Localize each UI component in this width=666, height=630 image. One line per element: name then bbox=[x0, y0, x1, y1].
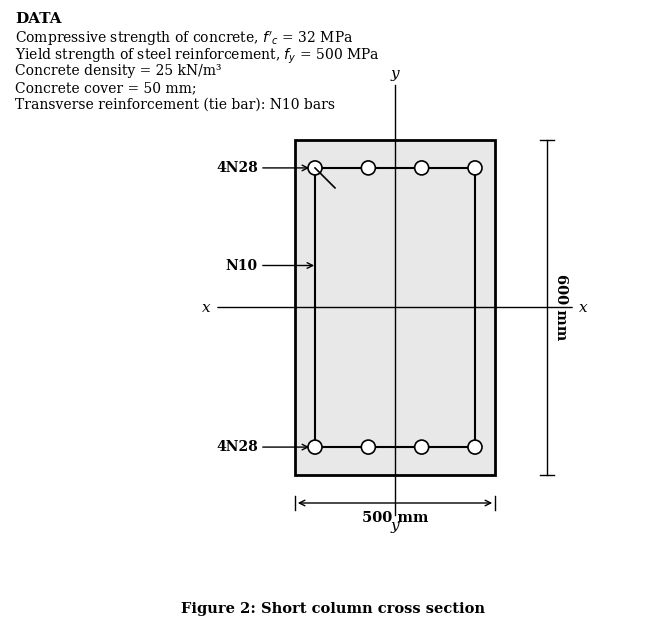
Text: 500 mm: 500 mm bbox=[362, 511, 428, 525]
Text: Figure 2: Short column cross section: Figure 2: Short column cross section bbox=[181, 602, 485, 616]
Text: Compressive strength of concrete, $f'_c$ = 32 MPa: Compressive strength of concrete, $f'_c$… bbox=[15, 30, 354, 49]
Bar bbox=[295, 140, 495, 475]
Text: DATA: DATA bbox=[15, 12, 61, 26]
Text: y: y bbox=[391, 519, 400, 533]
Circle shape bbox=[468, 440, 482, 454]
Circle shape bbox=[362, 161, 376, 175]
Text: 600 mm: 600 mm bbox=[554, 275, 568, 341]
Circle shape bbox=[362, 440, 376, 454]
Circle shape bbox=[415, 161, 429, 175]
Circle shape bbox=[468, 161, 482, 175]
Bar bbox=[315, 168, 475, 447]
Text: y: y bbox=[391, 67, 400, 81]
Text: 4N28: 4N28 bbox=[216, 161, 258, 175]
Text: x: x bbox=[202, 301, 211, 314]
Text: Transverse reinforcement (tie bar): N10 bars: Transverse reinforcement (tie bar): N10 … bbox=[15, 98, 335, 112]
Text: Yield strength of steel reinforcement, $f_y$ = 500 MPa: Yield strength of steel reinforcement, $… bbox=[15, 47, 380, 66]
Text: Concrete density = 25 kN/m³: Concrete density = 25 kN/m³ bbox=[15, 64, 222, 78]
Text: x: x bbox=[579, 301, 587, 314]
Text: 4N28: 4N28 bbox=[216, 440, 258, 454]
Circle shape bbox=[308, 161, 322, 175]
Text: N10: N10 bbox=[226, 258, 258, 273]
Text: Concrete cover = 50 mm;: Concrete cover = 50 mm; bbox=[15, 81, 196, 95]
Circle shape bbox=[415, 440, 429, 454]
Circle shape bbox=[308, 440, 322, 454]
